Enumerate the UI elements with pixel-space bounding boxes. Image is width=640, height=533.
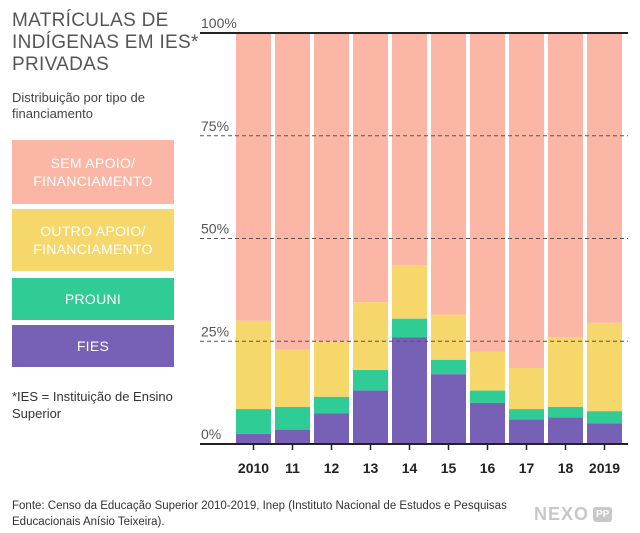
legend-sem-apoio: SEM APOIO/ FINANCIAMENTO	[12, 140, 174, 204]
bar-segment-sem-apoio-11	[275, 33, 310, 350]
bar-segment-sem-apoio-12	[314, 33, 349, 342]
footnote: *IES = Instituição de Ensino Superior	[12, 389, 173, 421]
stacked-bar-chart: 2010 11 12 13 14 15 16 17 18 2019 0% 25% 50% 75% 100%	[200, 15, 628, 476]
x-tick-label: 11	[285, 460, 300, 476]
y-tick-label: 0%	[201, 426, 221, 442]
bar-segment-outro-apoio-16	[470, 351, 505, 391]
bar-segment-prouni-11	[275, 407, 310, 430]
bar-segment-outro-apoio-2010	[236, 320, 271, 410]
bar-segment-outro-apoio-12	[314, 341, 349, 397]
chart-title: MATRÍCULAS DE INDÍGENAS EM IES* PRIVADAS	[12, 10, 199, 75]
logo-text: NEXO	[534, 504, 590, 524]
bar-segment-sem-apoio-15	[431, 33, 466, 315]
bar-segment-prouni-13	[353, 370, 388, 391]
x-tick-label: 2010	[238, 460, 269, 476]
bar-segment-prouni-12	[314, 396, 349, 414]
bar-segment-fies-17	[509, 419, 544, 444]
x-tick-label: 17	[519, 460, 535, 476]
bar-segment-prouni-2019	[587, 411, 622, 424]
x-tick-label: 15	[441, 460, 457, 476]
bar-segment-sem-apoio-2019	[587, 33, 622, 323]
y-tick-label: 50%	[201, 221, 229, 237]
legend-prouni: PROUNI	[12, 278, 174, 320]
y-tick-label: 100%	[201, 15, 237, 31]
x-tick-label: 16	[480, 460, 496, 476]
legend-outro-apoio: OUTRO APOIO/ FINANCIAMENTO	[12, 209, 174, 271]
bar-segment-outro-apoio-15	[431, 314, 466, 360]
bar-segment-fies-11	[275, 429, 310, 444]
chart-subtitle: Distribuição por tipo de financiamento	[12, 90, 145, 121]
bar-segment-sem-apoio-16	[470, 33, 505, 352]
x-tick-label: 12	[324, 460, 340, 476]
bar-segment-fies-14	[392, 337, 427, 444]
x-tick-label: 2019	[589, 460, 620, 476]
bar-segment-outro-apoio-13	[353, 302, 388, 371]
x-tick-label: 18	[558, 460, 574, 476]
bar-segment-outro-apoio-14	[392, 265, 427, 319]
x-tick-label: 13	[363, 460, 379, 476]
nexo-logo: NEXO PP	[534, 504, 613, 525]
bar-segment-fies-12	[314, 413, 349, 444]
bar-segment-prouni-14	[392, 318, 427, 338]
x-tick-label: 14	[402, 460, 418, 476]
source-text: Fonte: Censo da Educação Superior 2010-2…	[12, 500, 507, 528]
bar-segment-fies-18	[548, 417, 583, 444]
bar-segment-prouni-2010	[236, 409, 271, 434]
bar-segment-sem-apoio-17	[509, 33, 544, 368]
bar-segment-prouni-16	[470, 390, 505, 403]
bar-segment-prouni-15	[431, 359, 466, 375]
bar-segment-sem-apoio-2010	[236, 33, 271, 321]
bar-segment-fies-2019	[587, 423, 622, 444]
bar-segment-sem-apoio-13	[353, 33, 388, 303]
logo-badge: PP	[593, 507, 613, 522]
bar-segment-fies-16	[470, 402, 505, 444]
bar-segment-outro-apoio-11	[275, 349, 310, 408]
bar-segment-sem-apoio-18	[548, 33, 583, 338]
bar-segment-fies-15	[431, 374, 466, 444]
y-tick-label: 75%	[201, 118, 229, 134]
bar-segment-outro-apoio-17	[509, 367, 544, 410]
bar-segment-outro-apoio-18	[548, 337, 583, 408]
bar-segment-sem-apoio-14	[392, 33, 427, 266]
y-tick-label: 25%	[201, 323, 229, 339]
bar-segment-prouni-17	[509, 409, 544, 420]
legend-fies: FIES	[12, 325, 174, 367]
bar-segment-fies-2010	[236, 433, 271, 444]
bar-segment-prouni-18	[548, 407, 583, 418]
bar-segment-outro-apoio-2019	[587, 322, 622, 412]
bar-segment-fies-13	[353, 390, 388, 444]
